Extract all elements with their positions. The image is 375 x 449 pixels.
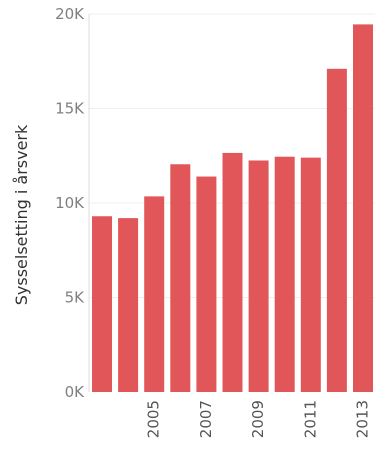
bar bbox=[326, 68, 347, 392]
y-tick-label: 0K bbox=[65, 383, 86, 401]
y-tick-label: 20K bbox=[55, 5, 85, 23]
bar bbox=[300, 157, 321, 392]
y-tick-label: 15K bbox=[55, 100, 85, 118]
bar bbox=[196, 176, 217, 392]
x-tick-label: 2005 bbox=[145, 400, 163, 438]
bar bbox=[248, 160, 269, 392]
x-tick-label: 2013 bbox=[354, 400, 372, 438]
bar bbox=[144, 196, 165, 392]
bars bbox=[92, 24, 373, 393]
x-axis-ticks: 2005 2007 2009 2011 2013 bbox=[145, 400, 372, 438]
y-tick-label: 10K bbox=[55, 194, 85, 212]
bar bbox=[222, 152, 243, 392]
y-axis-ticks: 0K 5K 10K 15K 20K bbox=[55, 5, 85, 401]
bar bbox=[353, 24, 373, 393]
bar bbox=[92, 216, 112, 392]
x-tick-label: 2009 bbox=[249, 400, 267, 438]
y-tick-label: 5K bbox=[65, 289, 86, 307]
bar bbox=[170, 164, 191, 392]
bar bbox=[118, 218, 139, 392]
x-tick-label: 2007 bbox=[197, 400, 215, 438]
x-tick-label: 2011 bbox=[301, 400, 319, 438]
y-axis-title: Sysselsetting i årsverk bbox=[12, 124, 31, 305]
bar bbox=[274, 156, 295, 392]
